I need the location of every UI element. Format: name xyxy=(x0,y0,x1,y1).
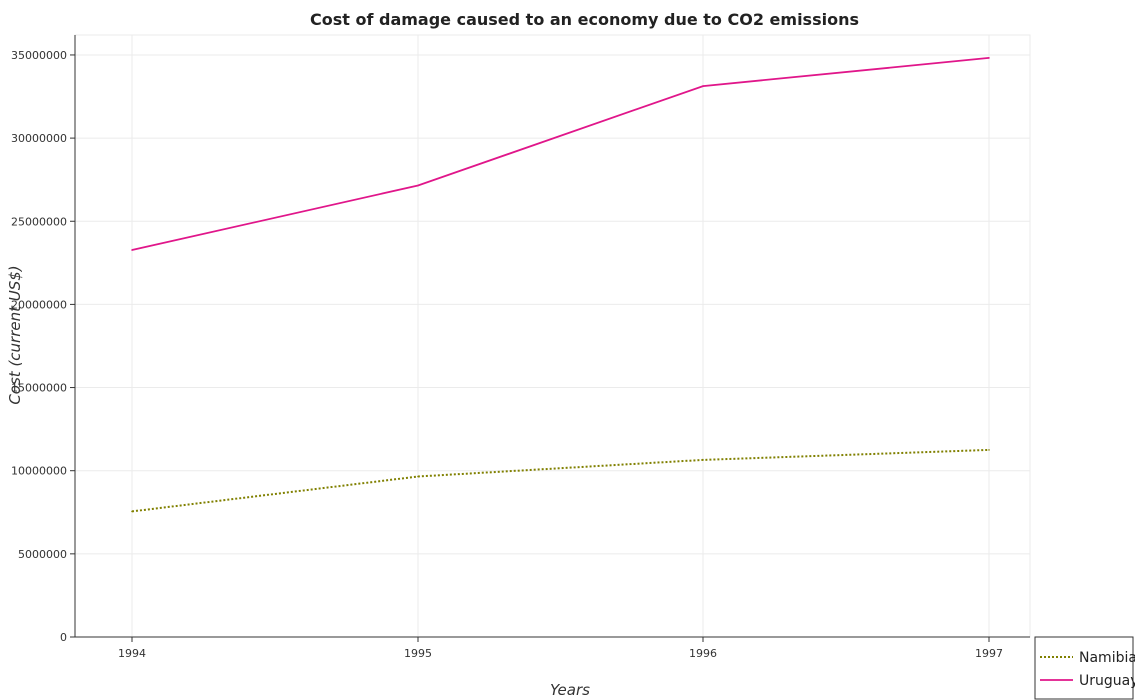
x-tick-label: 1997 xyxy=(975,647,1003,660)
y-tick-label: 15000000 xyxy=(11,382,67,395)
chart-title: Cost of damage caused to an economy due … xyxy=(310,10,859,29)
data-point-namibia xyxy=(702,459,704,461)
y-axis-label: Cost (current US$) xyxy=(6,265,24,404)
x-tick-label: 1994 xyxy=(118,647,146,660)
legend-box xyxy=(1034,636,1134,700)
series-lines xyxy=(131,57,990,513)
y-tick-label: 25000000 xyxy=(11,215,67,228)
series-line-uruguay xyxy=(131,57,990,251)
x-tick-label: 1995 xyxy=(404,647,432,660)
y-tick-label: 35000000 xyxy=(11,49,67,62)
plot-border xyxy=(74,34,1031,638)
y-tick-label: 20000000 xyxy=(11,298,67,311)
legend: Namibia Uruguay xyxy=(1034,636,1135,700)
y-ticks: 0 5000000 10000000 15000000 20000000 25000000… xyxy=(11,49,75,644)
data-point-namibia xyxy=(417,475,419,478)
series-line-namibia xyxy=(131,448,990,513)
x-axis-label: Years xyxy=(550,681,590,699)
x-ticks: 1994 1995 1996 1997 xyxy=(118,637,1003,660)
data-point-uruguay xyxy=(988,57,990,59)
data-point-uruguay xyxy=(417,184,419,187)
data-point-uruguay xyxy=(131,249,133,251)
y-tick-label: 5000000 xyxy=(18,548,67,561)
legend-label-namibia: Namibia xyxy=(1079,650,1135,666)
legend-label-uruguay: Uruguay xyxy=(1079,673,1135,689)
y-tick-label: 0 xyxy=(60,631,67,644)
x-tick-label: 1996 xyxy=(689,647,717,660)
data-point-uruguay xyxy=(702,85,704,87)
data-point-namibia xyxy=(131,510,133,513)
y-tick-label: 10000000 xyxy=(11,465,67,478)
y-tick-label: 30000000 xyxy=(11,132,67,145)
grid-lines xyxy=(74,34,1031,638)
data-point-namibia xyxy=(988,449,990,451)
